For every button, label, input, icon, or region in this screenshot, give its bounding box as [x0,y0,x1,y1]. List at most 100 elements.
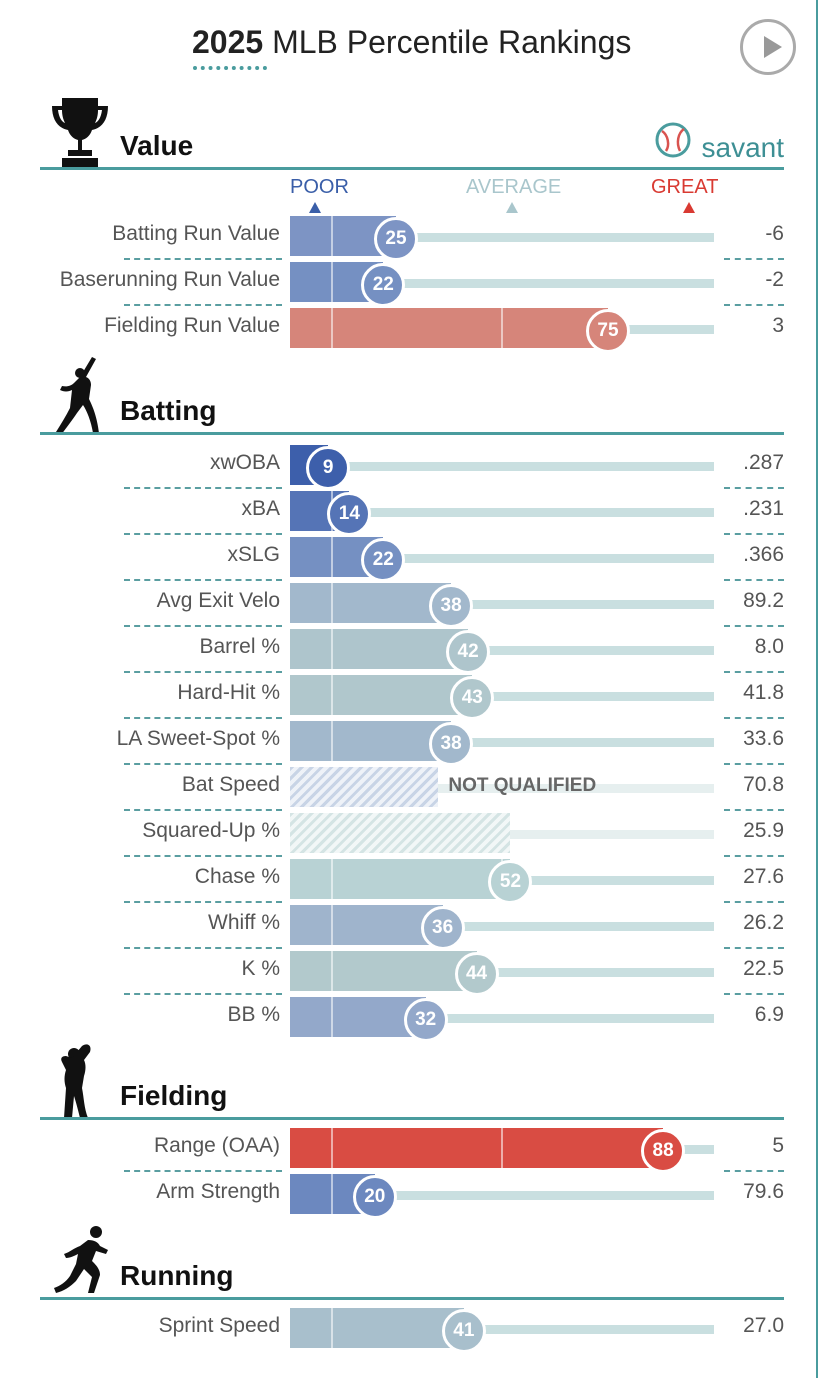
percentile-track [290,233,714,242]
metric-value: 27.6 [743,865,784,888]
percentile-bar [290,1128,664,1168]
section-divider [40,1297,784,1300]
section-title: Running [120,1260,234,1291]
percentile-track [290,554,714,563]
metric-value: 26.2 [743,911,784,934]
percentile-track [290,279,714,288]
metric-value: 25.9 [743,819,784,842]
metric-row[interactable]: Baserunning Run Value 22 -2 [0,262,822,308]
metric-label: Sprint Speed [158,1314,280,1337]
percentile-circle: 43 [450,676,495,720]
percentile-circle: 32 [403,998,448,1042]
section-divider [40,1117,784,1120]
bar-tick [501,308,503,348]
row-separator [724,763,784,765]
percentile-bar [290,308,608,348]
metric-label: LA Sweet-Spot % [116,727,280,750]
bar-tick [331,905,334,945]
metric-value: 6.9 [754,1003,784,1026]
metric-row[interactable]: Chase % 52 27.6 [0,859,822,905]
row-separator [124,763,282,765]
metric-value: 70.8 [743,773,784,796]
row-separator [724,625,784,627]
metric-value: .231 [743,497,784,520]
metric-row[interactable]: Batting Run Value 25 -6 [0,216,822,262]
section-title: Batting [120,395,217,426]
metric-row[interactable]: xBA 14 .231 [0,491,822,537]
not-qualified-bar [290,813,511,853]
percentile-bar [290,997,426,1037]
title-text: MLB Percentile Rankings [272,24,632,60]
metric-label: xSLG [227,543,280,566]
metric-row[interactable]: Fielding Run Value 75 3 [0,308,822,354]
scale-arrow-poor [309,202,321,213]
bar-tick [331,629,334,669]
metric-row[interactable]: Squared-Up % 25.9 [0,813,822,859]
metric-row[interactable]: Arm Strength 20 79.6 [0,1174,822,1220]
metric-row[interactable]: xwOBA 9 .287 [0,445,822,491]
scale-label-average: AVERAGE [466,176,562,198]
metric-value: -2 [765,268,784,291]
percentile-circle: 42 [446,630,491,674]
metric-row[interactable]: Bat Speed NOT QUALIFIED 70.8 [0,767,822,813]
row-separator [124,304,282,306]
section-title: Fielding [120,1080,228,1111]
percentile-bar [290,951,477,991]
metric-value: 33.6 [743,727,784,750]
row-separator [724,717,784,719]
percentile-track [290,1014,714,1023]
not-qualified-bar [290,767,439,807]
metric-row[interactable]: Hard-Hit % 43 41.8 [0,675,822,721]
row-separator [724,671,784,673]
metric-value: .366 [743,543,784,566]
metric-label: K % [241,957,280,980]
percentile-bar [290,1308,464,1348]
metric-label: Chase % [194,865,280,888]
row-separator [124,993,282,995]
metric-row[interactable]: Whiff % 36 26.2 [0,905,822,951]
scale-arrow-great [683,202,695,213]
metric-value: .287 [743,451,784,474]
metric-row[interactable]: Range (OAA) 88 5 [0,1128,822,1174]
not-qualified-label: NOT QUALIFIED [448,775,597,796]
row-separator [724,855,784,857]
baseball-icon [654,121,692,164]
percentile-bar [290,629,469,669]
row-separator [724,579,784,581]
scale-label-poor: POOR [290,176,349,198]
metric-row[interactable]: Barrel % 42 8.0 [0,629,822,675]
bar-tick [331,997,334,1037]
percentile-track [290,968,714,977]
percentile-circle: 22 [361,263,406,307]
percentile-circle: 20 [352,1175,397,1219]
percentile-circle: 44 [454,952,499,996]
row-separator [724,1170,784,1172]
row-separator [124,717,282,719]
percentile-track [290,784,714,793]
bar-tick [331,1308,334,1348]
metric-row[interactable]: xSLG 22 .366 [0,537,822,583]
row-separator [724,947,784,949]
savant-logo-text[interactable]: savant [701,132,785,163]
metric-row[interactable]: Avg Exit Velo 38 89.2 [0,583,822,629]
play-button[interactable] [740,19,796,75]
metric-label: xwOBA [209,451,280,474]
percentile-circle: 75 [586,309,630,353]
row-separator [124,487,282,489]
percentile-bar [290,721,452,761]
bar-tick [331,721,334,761]
percentile-track [290,646,714,655]
metric-row[interactable]: Sprint Speed 41 27.0 [0,1308,822,1354]
metric-row[interactable]: LA Sweet-Spot % 38 33.6 [0,721,822,767]
row-separator [724,533,784,535]
row-separator [724,304,784,306]
percentile-scale: POOR AVERAGE GREAT [290,176,730,216]
metric-label: Range (OAA) [153,1134,280,1157]
row-separator [724,487,784,489]
metric-row[interactable]: BB % 32 6.9 [0,997,822,1043]
percentile-bar [290,859,511,899]
metric-label: Fielding Run Value [104,314,280,337]
row-separator [124,533,282,535]
metric-row[interactable]: K % 44 22.5 [0,951,822,997]
metric-label: xBA [241,497,280,520]
